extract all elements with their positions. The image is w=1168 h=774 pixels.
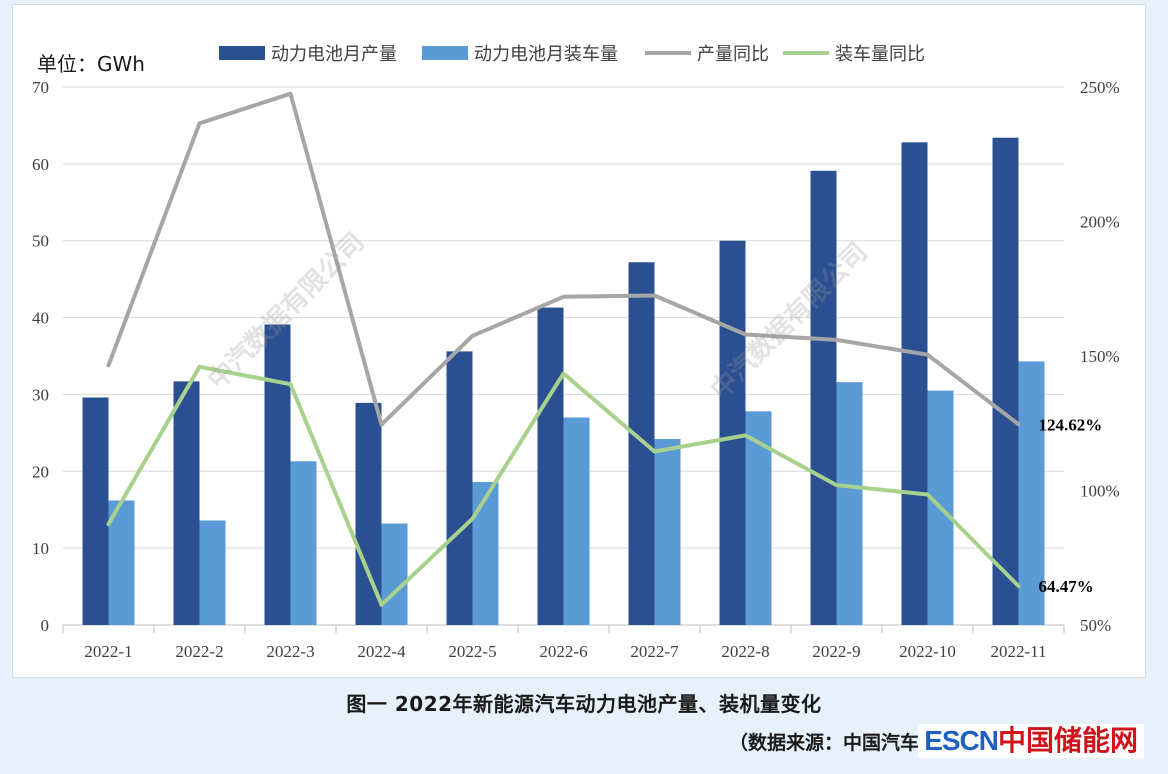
legend-label: 动力电池月装车量 — [474, 44, 618, 65]
production-bar — [901, 142, 928, 625]
legend-label: 装车量同比 — [835, 44, 925, 65]
installation-bar — [381, 523, 408, 625]
left-tick-label: 20 — [32, 462, 49, 481]
x-tick-label: 2022-4 — [357, 642, 406, 661]
x-tick-label: 2022-9 — [812, 642, 860, 661]
installation-bar — [836, 382, 863, 625]
data-label: 64.47% — [1039, 577, 1094, 596]
legend-label: 动力电池月产量 — [271, 44, 397, 65]
production-bar — [82, 397, 109, 625]
installation-bar — [472, 482, 499, 625]
installation-bar — [108, 500, 135, 625]
installation-bar — [199, 520, 226, 625]
chart-panel: 0 10 20 30 40 50 60 70 50% 100% 150% 200% 250% 2022-1… — [12, 4, 1146, 678]
left-tick-label: 30 — [32, 385, 49, 404]
x-tick-label: 2022-6 — [539, 642, 587, 661]
left-tick-label: 10 — [32, 539, 49, 558]
unit-label: 单位：GWh — [37, 52, 145, 76]
escn-logo: ESCN中国储能网 — [918, 724, 1144, 758]
x-tick-label: 2022-3 — [266, 642, 314, 661]
x-tick-label: 2022-5 — [448, 642, 496, 661]
production-bar — [537, 307, 564, 625]
chart-canvas: 0 10 20 30 40 50 60 70 50% 100% 150% 200% 250% 2022-1… — [32, 44, 1120, 661]
x-tick-label: 2022-8 — [721, 642, 769, 661]
production-bar — [173, 381, 200, 625]
legend-label: 产量同比 — [697, 44, 769, 65]
installation-bar — [290, 461, 317, 625]
installation-bar — [654, 439, 681, 625]
left-tick-label: 50 — [32, 232, 49, 251]
production-bar — [446, 351, 473, 625]
x-tick-label: 2022-10 — [899, 642, 956, 661]
x-tick-label: 2022-2 — [175, 642, 223, 661]
legend-swatch — [422, 46, 468, 60]
logo-escn-text: ESCN — [924, 725, 999, 756]
x-tick-label: 2022-1 — [84, 642, 132, 661]
production-yoy-line — [106, 91, 1021, 427]
left-tick-label: 60 — [32, 155, 49, 174]
left-tick-label: 0 — [41, 616, 50, 635]
production-bar — [719, 240, 746, 625]
production-bar — [992, 137, 1019, 625]
logo-cn-text: 中国储能网 — [997, 724, 1138, 757]
right-tick-label: 250% — [1080, 78, 1120, 97]
data-label: 124.62% — [1039, 415, 1103, 434]
production-bar — [628, 262, 655, 625]
x-tick-label: 2022-7 — [630, 642, 679, 661]
figure-caption: 图一 2022年新能源汽车动力电池产量、装机量变化 — [346, 692, 822, 716]
legend-swatch — [219, 46, 265, 60]
right-tick-label: 50% — [1080, 616, 1111, 635]
right-tick-label: 150% — [1080, 347, 1120, 366]
installation-bar — [1018, 361, 1045, 625]
left-tick-label: 40 — [32, 309, 49, 328]
production-bar — [355, 402, 382, 625]
x-tick-label: 2022-11 — [990, 642, 1046, 661]
right-tick-label: 100% — [1080, 482, 1120, 501]
left-tick-label: 70 — [32, 78, 49, 97]
installation-bar — [563, 417, 590, 625]
production-bar — [810, 170, 837, 625]
right-tick-label: 200% — [1080, 213, 1120, 232]
production-bar — [264, 324, 291, 625]
installation-yoy-line — [106, 364, 1021, 607]
